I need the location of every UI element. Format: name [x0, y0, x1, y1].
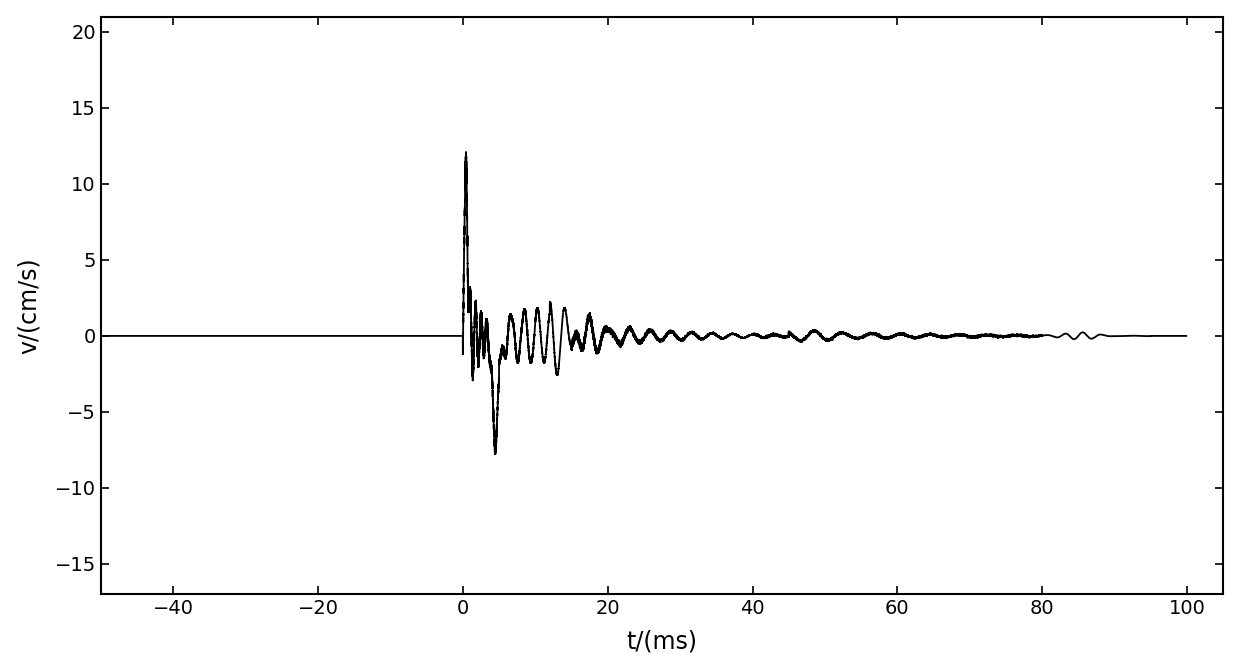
X-axis label: t/(ms): t/(ms): [626, 629, 697, 653]
Y-axis label: v/(cm/s): v/(cm/s): [16, 257, 41, 354]
